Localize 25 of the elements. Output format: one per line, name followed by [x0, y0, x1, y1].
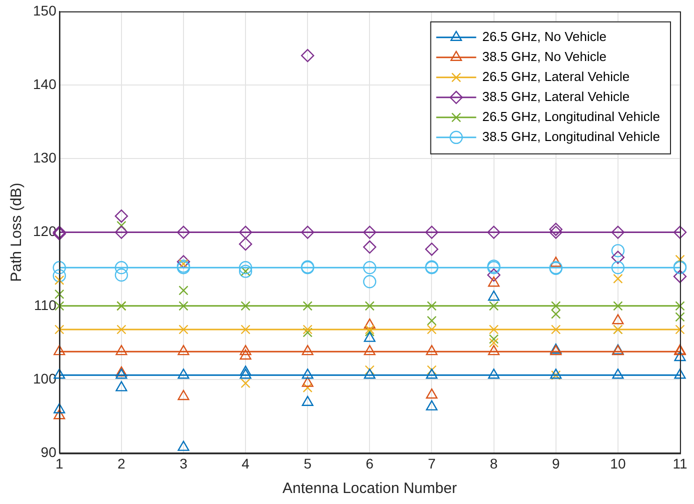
x-tick-label: 6	[366, 455, 374, 472]
x-tick-label: 3	[180, 455, 188, 472]
x-tick-label: 4	[242, 455, 250, 472]
x-tick-label: 2	[118, 455, 126, 472]
y-tick-label: 130	[33, 150, 57, 166]
x-tick-label: 7	[428, 455, 436, 472]
x-tick-label: 5	[304, 455, 312, 472]
x-axis-title: Antenna Location Number	[282, 480, 457, 498]
legend-label: 38.5 GHz, No Vehicle	[482, 48, 607, 64]
y-axis-title: Path Loss (dB)	[8, 182, 26, 282]
legend-label: 26.5 GHz, No Vehicle	[482, 28, 607, 44]
y-tick-label: 110	[34, 296, 57, 313]
y-tick-label: 150	[33, 2, 57, 18]
legend-label: 26.5 GHz, Longitudinal Vehicle	[482, 108, 660, 124]
legend-label: 38.5 GHz, Longitudinal Vehicle	[482, 128, 660, 144]
x-tick-label: 9	[552, 455, 560, 472]
x-tick-label: 10	[610, 455, 626, 472]
y-tick-label: 90	[40, 444, 57, 460]
legend-label: 38.5 GHz, Lateral Vehicle	[482, 88, 630, 104]
y-tick-label: 100	[33, 370, 57, 386]
y-tick-label: 140	[33, 76, 57, 92]
x-tick-label: 1	[55, 455, 64, 472]
x-tick-label: 8	[490, 455, 498, 472]
legend-label: 26.5 GHz, Lateral Vehicle	[482, 68, 630, 84]
x-tick-label: 11	[672, 455, 688, 472]
